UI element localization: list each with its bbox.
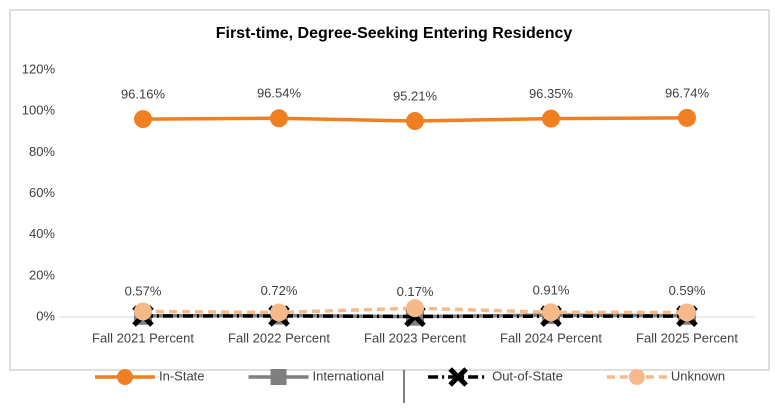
x-tick-label: Fall 2024 Percent	[500, 330, 602, 345]
marker	[629, 369, 645, 385]
data-label: 96.54%	[257, 86, 302, 101]
marker	[406, 112, 424, 130]
legend-label: International	[313, 368, 385, 383]
marker	[542, 110, 560, 128]
y-tick-label: 100%	[22, 103, 56, 118]
marker	[270, 109, 288, 127]
y-tick-label: 20%	[29, 267, 55, 282]
marker	[271, 369, 287, 385]
y-tick-label: 80%	[29, 144, 55, 159]
marker	[542, 303, 560, 321]
y-tick-label: 60%	[29, 185, 55, 200]
y-tick-label: 0%	[36, 308, 55, 323]
marker	[134, 302, 152, 320]
marker	[117, 369, 133, 385]
marker	[678, 303, 696, 321]
x-tick-label: Fall 2023 Percent	[364, 330, 466, 345]
marker	[406, 299, 424, 317]
data-label: 0.91%	[533, 283, 570, 298]
data-label: 0.59%	[669, 283, 706, 298]
x-tick-label: Fall 2021 Percent	[92, 330, 194, 345]
marker	[134, 110, 152, 128]
data-label: 96.35%	[529, 86, 574, 101]
legend-label: In-State	[159, 368, 205, 383]
legend-label: Unknown	[671, 368, 725, 383]
data-label: 0.57%	[125, 283, 162, 298]
data-label: 96.16%	[121, 87, 166, 102]
data-label: 95.21%	[393, 88, 438, 103]
y-tick-label: 120%	[22, 61, 56, 76]
data-label: 0.72%	[261, 283, 298, 298]
y-tick-label: 40%	[29, 226, 55, 241]
data-label: 0.17%	[397, 284, 434, 299]
data-label: 96.74%	[665, 85, 710, 100]
x-tick-label: Fall 2025 Percent	[636, 330, 738, 345]
marker	[270, 303, 288, 321]
legend-label: Out-of-State	[492, 368, 563, 383]
marker	[678, 109, 696, 127]
chart-title: First-time, Degree-Seeking Entering Resi…	[216, 25, 573, 42]
x-tick-label: Fall 2022 Percent	[228, 330, 330, 345]
